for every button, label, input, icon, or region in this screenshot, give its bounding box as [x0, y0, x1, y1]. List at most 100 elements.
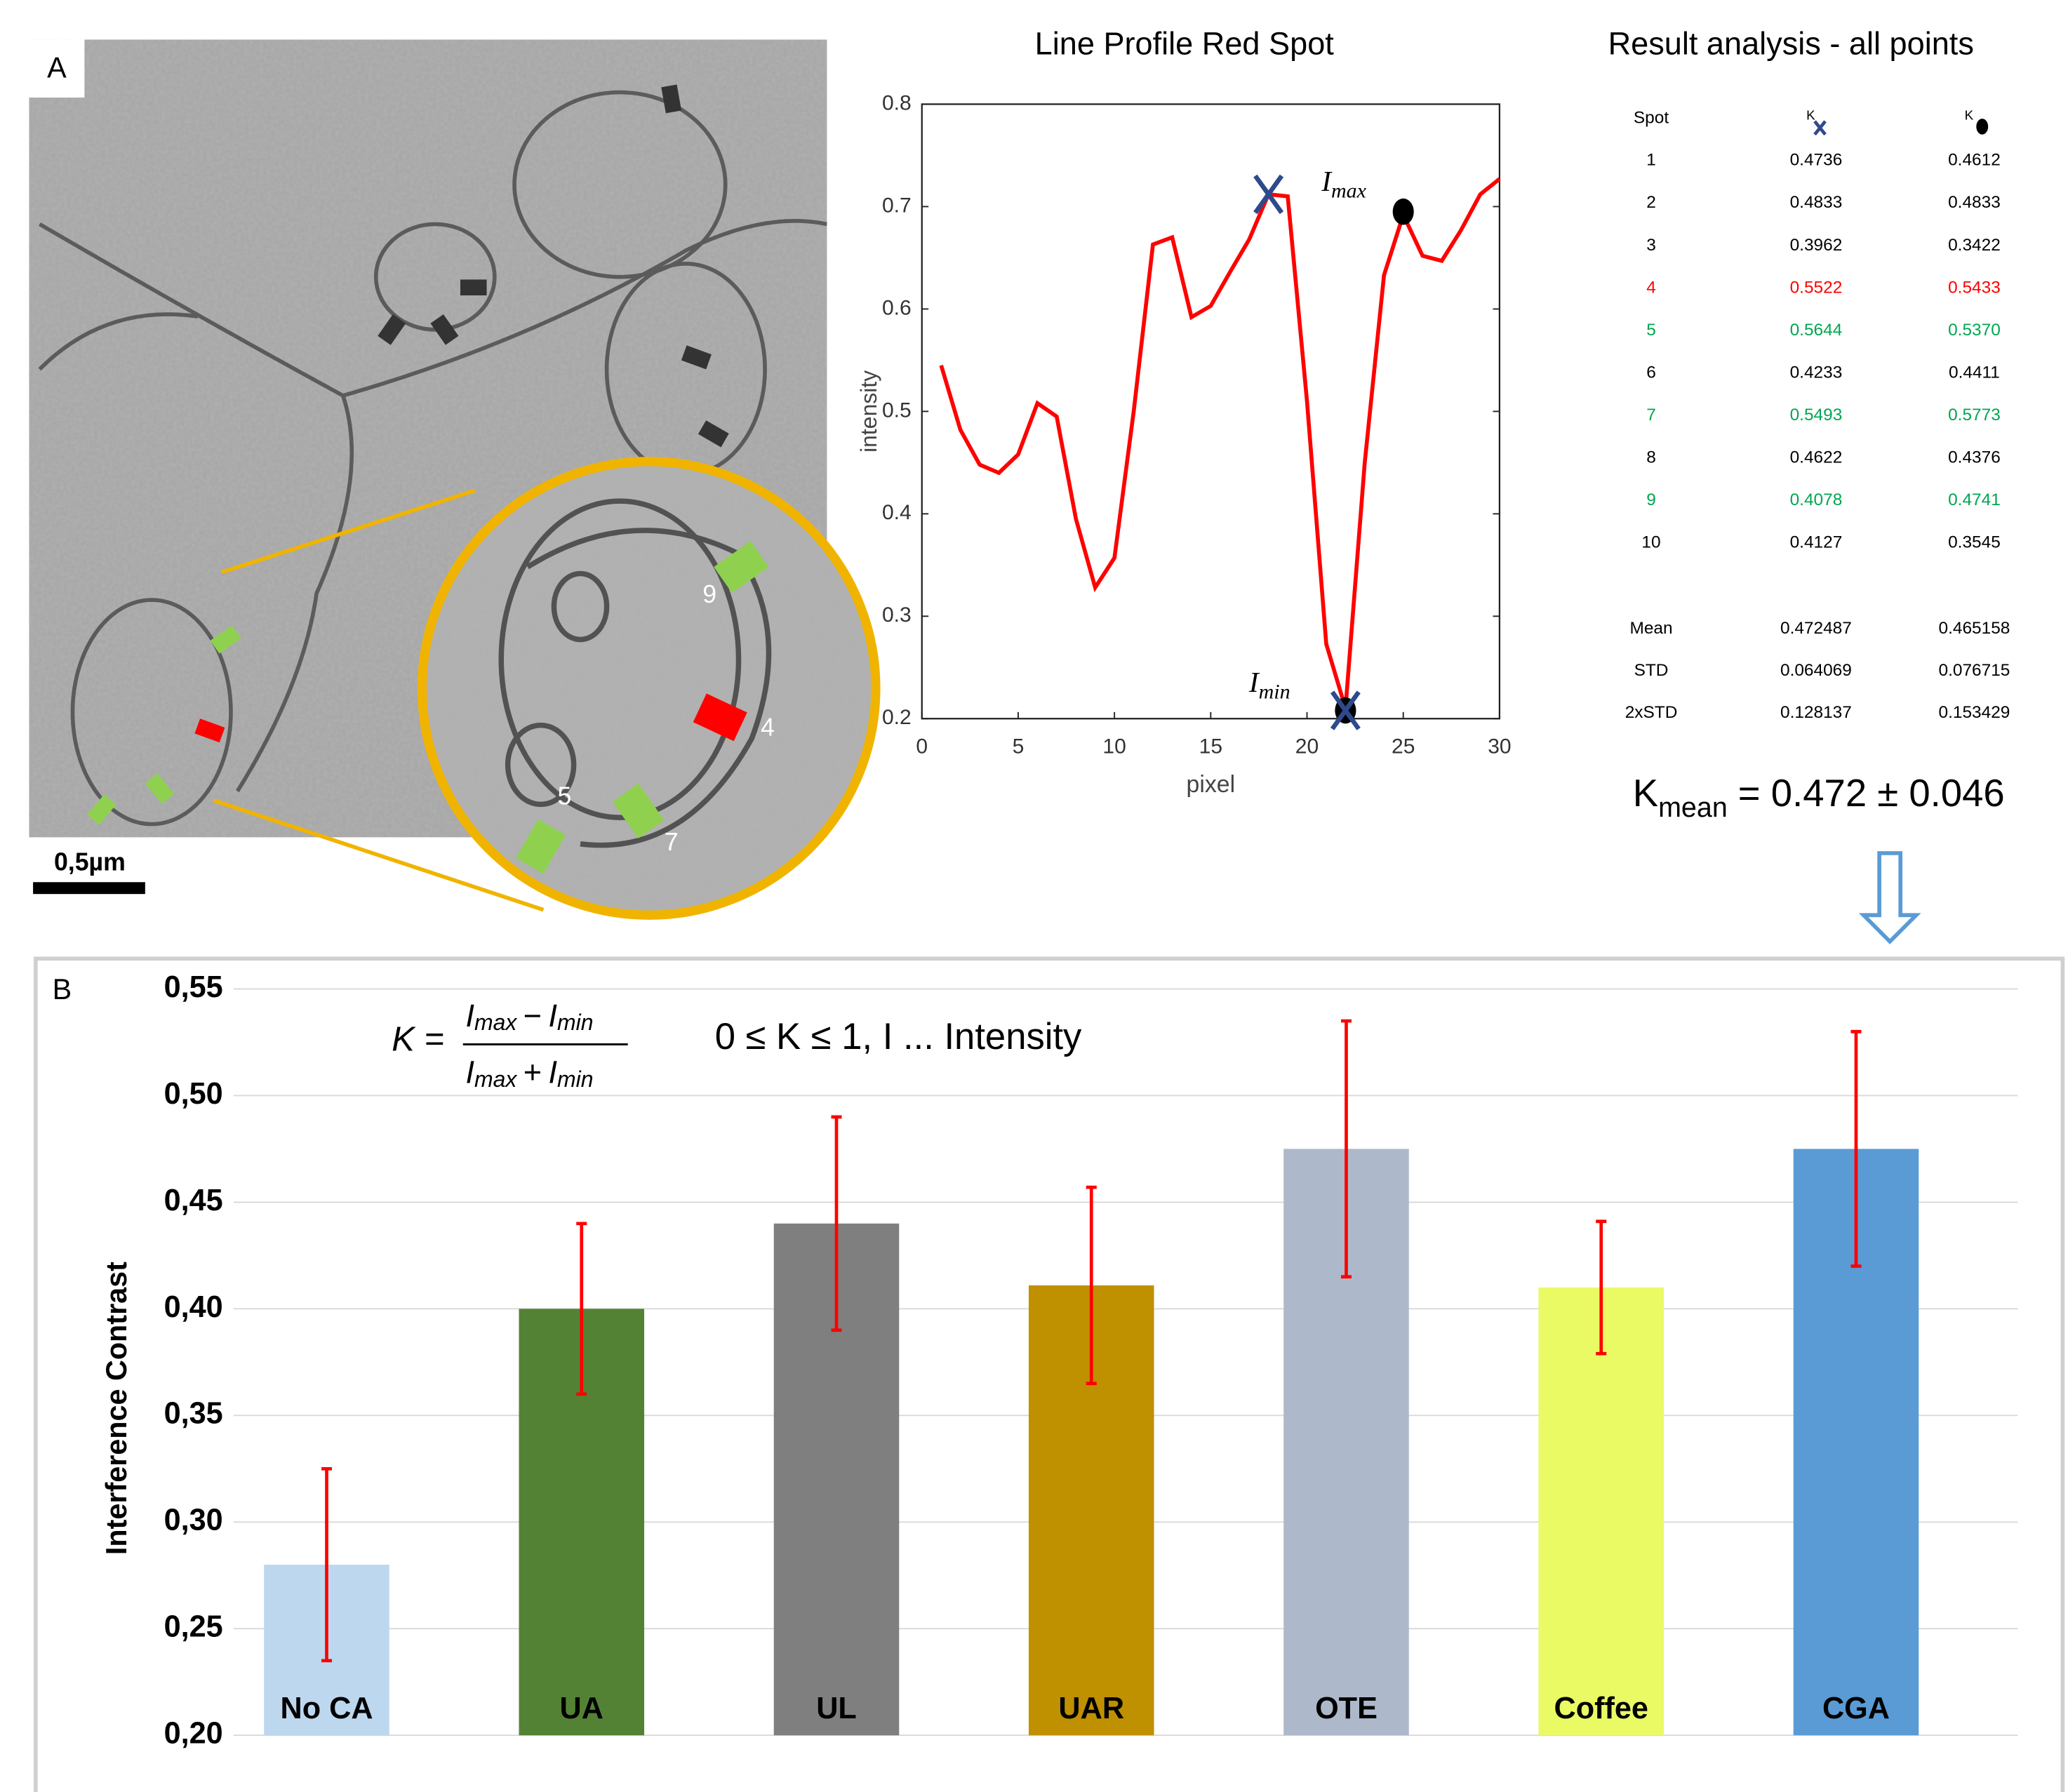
spot-label: 7 — [665, 828, 679, 856]
table-stat: 0.064069 — [1780, 661, 1852, 680]
y-tick-label: 0.4 — [882, 501, 912, 524]
x-tick-label: 5 — [1013, 735, 1025, 758]
table-cell: 0.4736 — [1790, 151, 1843, 170]
category-label: UL — [816, 1692, 857, 1725]
table-stat: STD — [1634, 661, 1669, 680]
formula-lhs: K = — [392, 1021, 444, 1059]
table-cell: 0.4833 — [1948, 193, 2001, 212]
table-stat: Mean — [1629, 619, 1672, 638]
table-cell: 0.5773 — [1948, 406, 2001, 424]
formula-term: I — [466, 1055, 475, 1090]
x-tick-label: 10 — [1102, 735, 1126, 758]
table-cell: 3 — [1646, 236, 1656, 255]
annotation: Imax — [1321, 166, 1366, 203]
y-tick-label: 0,30 — [164, 1504, 223, 1537]
table-cell: 0.4376 — [1948, 448, 2001, 467]
x-axis-label: pixel — [1187, 771, 1236, 798]
y-tick-label: 0,35 — [164, 1397, 223, 1431]
formula-term: max — [474, 1066, 517, 1092]
formula-denominator: Imax+Imin — [466, 1055, 594, 1092]
formula-term: min — [557, 1010, 593, 1036]
table-cell: 0.4078 — [1790, 490, 1843, 509]
table-stat: 0.128137 — [1780, 703, 1852, 722]
x-tick-label: 0 — [916, 735, 928, 758]
table-cell: 0.3962 — [1790, 236, 1843, 255]
table-cell: 0.4833 — [1790, 193, 1843, 212]
formula-term: + — [523, 1055, 542, 1090]
spot-label: 9 — [702, 580, 716, 608]
table-cell: 0.4411 — [1949, 363, 2000, 382]
table-cell: 0.4233 — [1790, 363, 1843, 382]
arrow-down — [1864, 853, 1916, 942]
table-cell: 0.4127 — [1790, 533, 1843, 551]
y-tick-label: 0,55 — [164, 970, 223, 1004]
category-label: No CA — [280, 1692, 373, 1725]
table-cell: 0.4741 — [1948, 490, 2001, 509]
category-label: CGA — [1822, 1692, 1890, 1725]
header-dot — [1976, 119, 1988, 135]
x-tick-label: 15 — [1199, 735, 1222, 758]
spot-label: 4 — [761, 714, 775, 742]
y-tick-label: 0,40 — [164, 1290, 223, 1324]
category-label: UAR — [1058, 1692, 1124, 1725]
x-tick-label: 20 — [1295, 735, 1319, 758]
table-cell: 0.5433 — [1948, 278, 2001, 297]
table-cell: 5 — [1646, 321, 1656, 340]
k-mean-rest: = 0.472 ± 0.046 — [1738, 773, 2005, 815]
y-tick-label: 0,45 — [164, 1184, 223, 1217]
table-cell: 10 — [1641, 533, 1660, 551]
category-label: Coffee — [1554, 1692, 1648, 1725]
table-cell: 0.3545 — [1948, 533, 2001, 551]
table-stat: 0.153429 — [1939, 703, 2010, 722]
formula-term: I — [549, 998, 558, 1034]
annotation-sub: min — [1259, 679, 1290, 703]
y-axis-label: intensity — [856, 370, 881, 453]
panel-label: B — [53, 973, 72, 1005]
y-tick-label: 0,20 — [164, 1717, 223, 1751]
table-stat: 0.076715 — [1939, 661, 2010, 680]
table-stat: 2xSTD — [1625, 703, 1678, 722]
annotation: Imin — [1248, 667, 1290, 704]
category-label: UA — [560, 1692, 603, 1725]
formula-term: I — [549, 1055, 558, 1090]
table-cell: 0.3422 — [1948, 236, 2001, 255]
x-tick-label: 30 — [1488, 735, 1511, 758]
table-header: Spot — [1634, 109, 1669, 128]
table-cell: 2 — [1646, 193, 1656, 212]
scale-bar — [33, 882, 145, 894]
table-cell: 0.5522 — [1790, 278, 1843, 297]
y-tick-label: 0.8 — [882, 91, 912, 114]
table-header: K — [1965, 107, 1974, 122]
table-cell: 7 — [1646, 406, 1656, 424]
figure: A0,5µm9457BLine Profile Red Spot05101520… — [0, 0, 2068, 1792]
formula-numerator: Imax−Imin — [466, 998, 594, 1036]
table-cell: 6 — [1646, 363, 1656, 382]
table-cell: 9 — [1646, 490, 1656, 509]
table-cell: 1 — [1646, 151, 1656, 170]
table-cell: 0.4622 — [1790, 448, 1843, 467]
table-cell: 0.4612 — [1948, 151, 2001, 170]
table-title: Result analysis - all points — [1608, 26, 1974, 62]
k-mean-sub: mean — [1658, 792, 1728, 823]
spot-label: 5 — [558, 782, 572, 810]
table-header: K — [1806, 107, 1815, 122]
formula-term: − — [523, 998, 542, 1034]
y-tick-label: 0,25 — [164, 1610, 223, 1644]
table-stat: 0.472487 — [1780, 619, 1852, 638]
y-tick-label: 0.7 — [882, 194, 912, 217]
table-cell: 0.5370 — [1948, 321, 2001, 340]
header-cross — [1815, 121, 1825, 135]
chart-title: Line Profile Red Spot — [1035, 26, 1335, 62]
annotation-sub: max — [1331, 178, 1367, 202]
table-cell: 4 — [1646, 278, 1656, 297]
plot-frame — [922, 104, 1500, 718]
k-mean-base: K — [1633, 773, 1658, 815]
table-stat: 0.465158 — [1939, 619, 2010, 638]
table-cell: 0.5644 — [1790, 321, 1843, 340]
category-label: OTE — [1315, 1692, 1377, 1725]
marker-dot — [1393, 199, 1414, 225]
line-series — [941, 179, 1500, 709]
y-axis-label: Interference Contrast — [100, 1262, 133, 1555]
x-tick-label: 25 — [1392, 735, 1415, 758]
table-cell: 0.5493 — [1790, 406, 1843, 424]
